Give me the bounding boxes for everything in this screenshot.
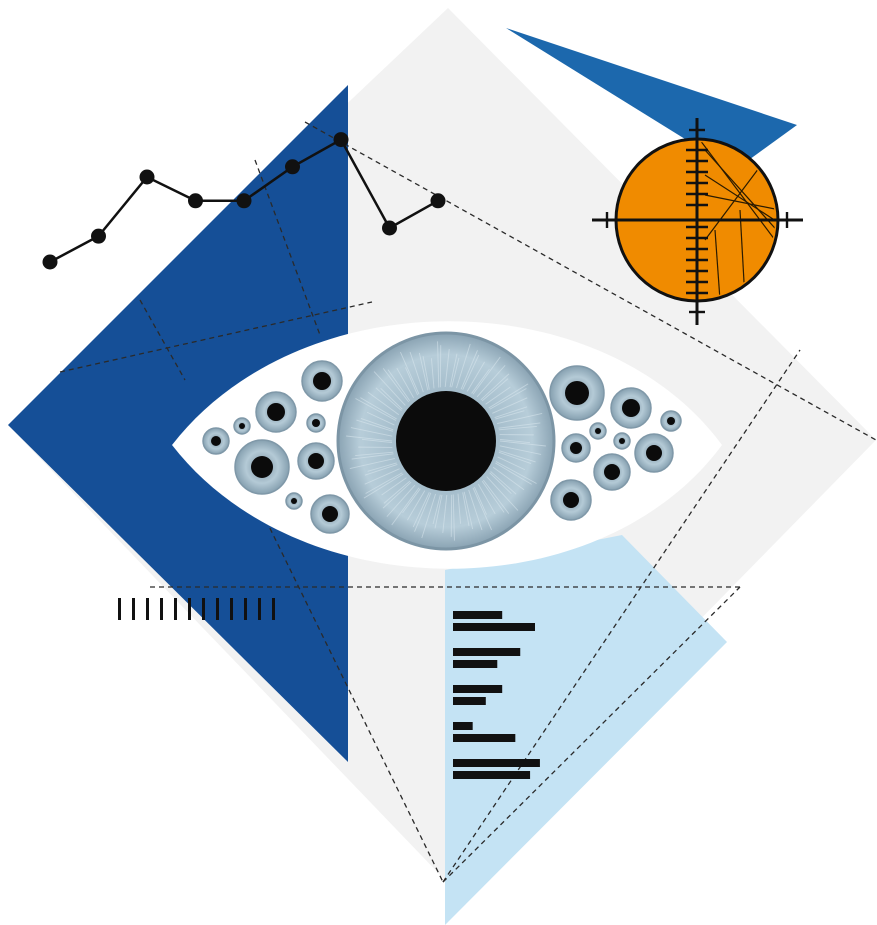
small-eye xyxy=(593,453,631,491)
crosshair-icon xyxy=(592,118,803,325)
small-eye xyxy=(589,422,607,440)
barcode-tick xyxy=(272,598,275,620)
chart-point xyxy=(430,193,446,209)
barcode-tick xyxy=(132,598,135,620)
eye-icon xyxy=(336,331,556,551)
small-eye xyxy=(660,410,682,432)
small-eye xyxy=(301,360,343,402)
small-eye xyxy=(549,365,605,421)
barcode-tick xyxy=(174,598,177,620)
line-chart-icon xyxy=(42,132,446,270)
small-eyes xyxy=(202,360,682,534)
barcode-tick xyxy=(258,598,261,620)
chart-point xyxy=(42,254,58,270)
bar-item xyxy=(453,734,516,742)
small-eye xyxy=(613,432,631,450)
blue-triangle-top xyxy=(506,28,797,170)
barcode-tick xyxy=(160,598,163,620)
small-eye xyxy=(234,439,290,495)
small-eye xyxy=(233,417,251,435)
barcode-tick xyxy=(118,598,121,620)
dashed-guides xyxy=(59,121,877,883)
chart-point xyxy=(285,159,300,175)
small-eye xyxy=(255,391,297,433)
chart-point xyxy=(139,169,155,185)
small-eye xyxy=(202,427,230,455)
bar-item xyxy=(453,697,486,705)
bar-item xyxy=(453,722,473,730)
barcode-icon xyxy=(118,598,275,620)
light-blue-triangle xyxy=(445,535,727,925)
bar-item xyxy=(453,685,503,693)
chart-point xyxy=(91,228,106,244)
small-eye xyxy=(297,442,335,480)
barcode-tick xyxy=(202,598,205,620)
bar-item xyxy=(453,660,498,668)
bar-list-icon xyxy=(453,611,540,779)
chart-point xyxy=(236,193,252,209)
bar-item xyxy=(453,648,521,656)
bar-item xyxy=(453,771,531,779)
bar-item xyxy=(453,611,503,619)
small-eye xyxy=(561,433,591,463)
chart-point xyxy=(188,193,203,209)
barcode-tick xyxy=(188,598,191,620)
bar-item xyxy=(453,623,535,631)
small-eye xyxy=(310,494,350,534)
barcode-tick xyxy=(146,598,149,620)
bar-item xyxy=(453,759,540,767)
small-eye xyxy=(550,479,592,521)
barcode-tick xyxy=(244,598,247,620)
small-eye xyxy=(634,433,674,473)
chart-point xyxy=(333,132,349,148)
deep-blue-shape xyxy=(8,85,348,762)
small-eye xyxy=(306,413,326,433)
small-eye xyxy=(610,387,652,429)
small-eye xyxy=(285,492,303,510)
barcode-tick xyxy=(230,598,233,620)
barcode-tick xyxy=(216,598,219,620)
chart-point xyxy=(382,220,397,236)
